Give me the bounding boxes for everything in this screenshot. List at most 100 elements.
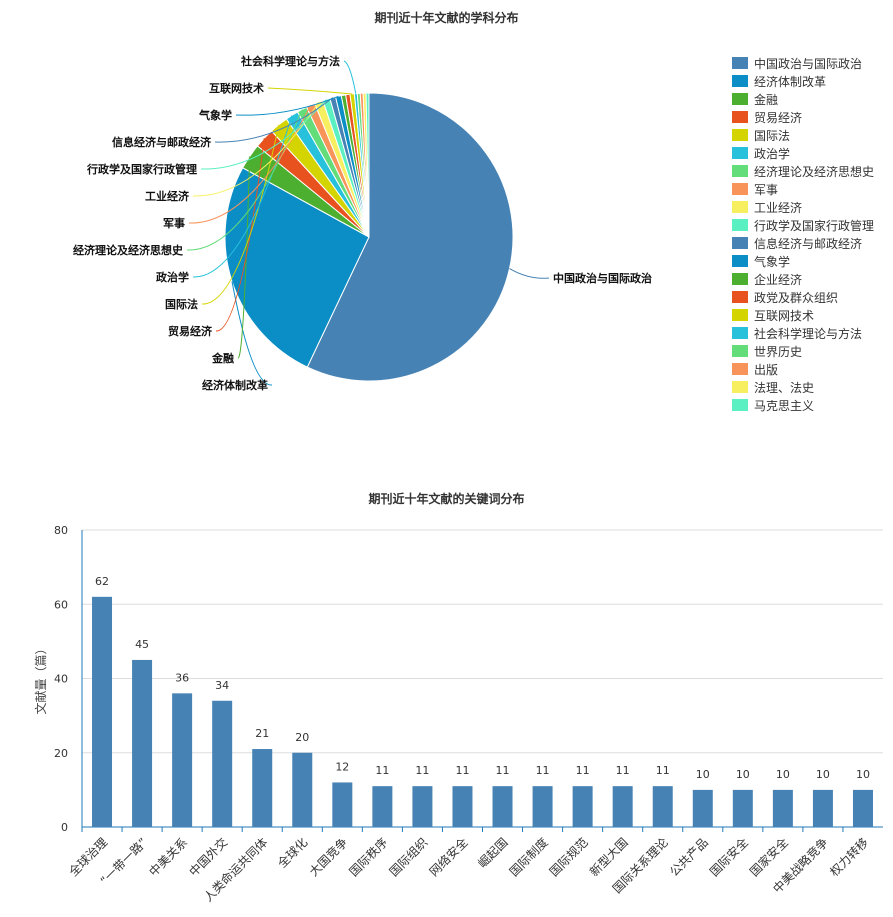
bar[interactable] (252, 749, 273, 827)
bar[interactable] (612, 786, 633, 827)
pie-label-line-9 (200, 99, 327, 170)
legend-label: 行政学及国家行政管理 (754, 218, 875, 233)
legend-item[interactable]: 经济理论及经济思想史 (732, 162, 874, 180)
bar[interactable] (732, 789, 753, 827)
legend-item[interactable]: 企业经济 (732, 270, 874, 288)
bar[interactable] (812, 789, 833, 827)
legend-label: 出版 (754, 362, 779, 377)
bar[interactable] (412, 786, 433, 827)
pie-label-1: 经济体制改革 (202, 378, 268, 392)
legend-item[interactable]: 气象学 (732, 252, 874, 270)
legend-label: 信息经济与邮政经济 (754, 236, 863, 251)
bar[interactable] (652, 786, 673, 827)
y-tick-label: 20 (54, 747, 68, 760)
bar[interactable] (92, 596, 113, 827)
legend-item[interactable]: 马克思主义 (732, 396, 874, 414)
x-tick-label: 国际组织 (387, 835, 431, 879)
pie-label-line-11 (235, 95, 339, 116)
legend-item[interactable]: 经济体制改革 (732, 72, 874, 90)
bar-value-label: 10 (816, 768, 830, 781)
legend-swatch (732, 255, 748, 267)
legend-swatch (732, 237, 748, 249)
legend-label: 经济理论及经济思想史 (754, 164, 875, 179)
bar-value-label: 11 (455, 764, 469, 777)
pie-label-11: 气象学 (198, 108, 232, 122)
legend-swatch (732, 219, 748, 231)
bar-value-label: 20 (295, 731, 309, 744)
legend-item[interactable]: 政党及群众组织 (732, 288, 874, 306)
bar-value-label: 10 (736, 768, 750, 781)
legend-item[interactable]: 贸易经济 (732, 108, 874, 126)
bar-value-label: 36 (175, 671, 189, 684)
bar-value-label: 34 (215, 679, 229, 692)
bar[interactable] (492, 786, 513, 827)
legend-label: 马克思主义 (754, 398, 815, 413)
bar[interactable] (692, 789, 713, 827)
legend-item[interactable]: 出版 (732, 360, 874, 378)
pie-label-2: 金融 (211, 351, 234, 365)
bar-value-label: 11 (536, 764, 550, 777)
legend-label: 气象学 (754, 254, 791, 269)
legend-swatch (732, 327, 748, 339)
bar[interactable] (532, 786, 553, 827)
legend-swatch (732, 381, 748, 393)
legend-label: 互联网技术 (754, 308, 815, 323)
bar[interactable] (452, 786, 473, 827)
bar[interactable] (332, 782, 353, 827)
bar[interactable] (772, 789, 793, 827)
x-tick-label: 全球化 (274, 835, 310, 871)
y-tick-label: 60 (54, 598, 68, 611)
legend-item[interactable]: 信息经济与邮政经济 (732, 234, 874, 252)
bar[interactable] (292, 752, 313, 827)
bar[interactable] (172, 693, 193, 827)
bar[interactable] (572, 786, 593, 827)
legend-label: 军事 (754, 182, 779, 197)
x-tick-label: 国际安全 (706, 835, 751, 880)
legend-swatch (732, 165, 748, 177)
legend-item[interactable]: 金融 (732, 90, 874, 108)
bar-value-label: 45 (135, 638, 149, 651)
legend-item[interactable]: 国际法 (732, 126, 874, 144)
legend-swatch (732, 93, 748, 105)
legend-item[interactable]: 政治学 (732, 144, 874, 162)
legend-label: 政治学 (754, 146, 791, 161)
x-tick-label: 国际制度 (506, 835, 551, 880)
legend-label: 法理、法史 (754, 380, 815, 395)
legend-item[interactable]: 工业经济 (732, 198, 874, 216)
legend-label: 社会科学理论与方法 (754, 326, 863, 341)
pie-label-line-3 (215, 138, 265, 332)
legend-swatch (732, 111, 748, 123)
legend-label: 贸易经济 (754, 110, 803, 125)
legend-swatch (732, 309, 748, 321)
legend-item[interactable]: 法理、法史 (732, 378, 874, 396)
bar-value-label: 11 (496, 764, 510, 777)
bar[interactable] (852, 789, 873, 827)
pie-label-3: 贸易经济 (168, 324, 213, 338)
y-axis-label: 文献量（篇） (33, 642, 48, 714)
legend-label: 企业经济 (754, 272, 803, 287)
legend-swatch (732, 129, 748, 141)
legend-item[interactable]: 互联网技术 (732, 306, 874, 324)
bar[interactable] (132, 659, 153, 827)
pie-label-6: 经济理论及经济思想史 (73, 243, 184, 257)
legend-swatch (732, 363, 748, 375)
legend-label: 政党及群众组织 (754, 290, 839, 305)
pie-slice-19[interactable] (365, 92, 370, 238)
pie-label-5: 政治学 (156, 270, 189, 284)
legend-swatch (732, 183, 748, 195)
y-tick-label: 0 (61, 821, 68, 834)
legend-item[interactable]: 中国政治与国际政治 (732, 54, 874, 72)
legend-label: 中国政治与国际政治 (754, 56, 863, 71)
bar[interactable] (372, 786, 393, 827)
legend-item[interactable]: 行政学及国家行政管理 (732, 216, 874, 234)
legend-item[interactable]: 世界历史 (732, 342, 874, 360)
bar-value-label: 11 (616, 764, 630, 777)
x-tick-label: 网络安全 (426, 835, 471, 880)
legend-item[interactable]: 军事 (732, 180, 874, 198)
legend-swatch (732, 201, 748, 213)
bar[interactable] (212, 700, 233, 827)
legend-item[interactable]: 社会科学理论与方法 (732, 324, 874, 342)
pie-label-9: 行政学及国家行政管理 (86, 162, 197, 176)
